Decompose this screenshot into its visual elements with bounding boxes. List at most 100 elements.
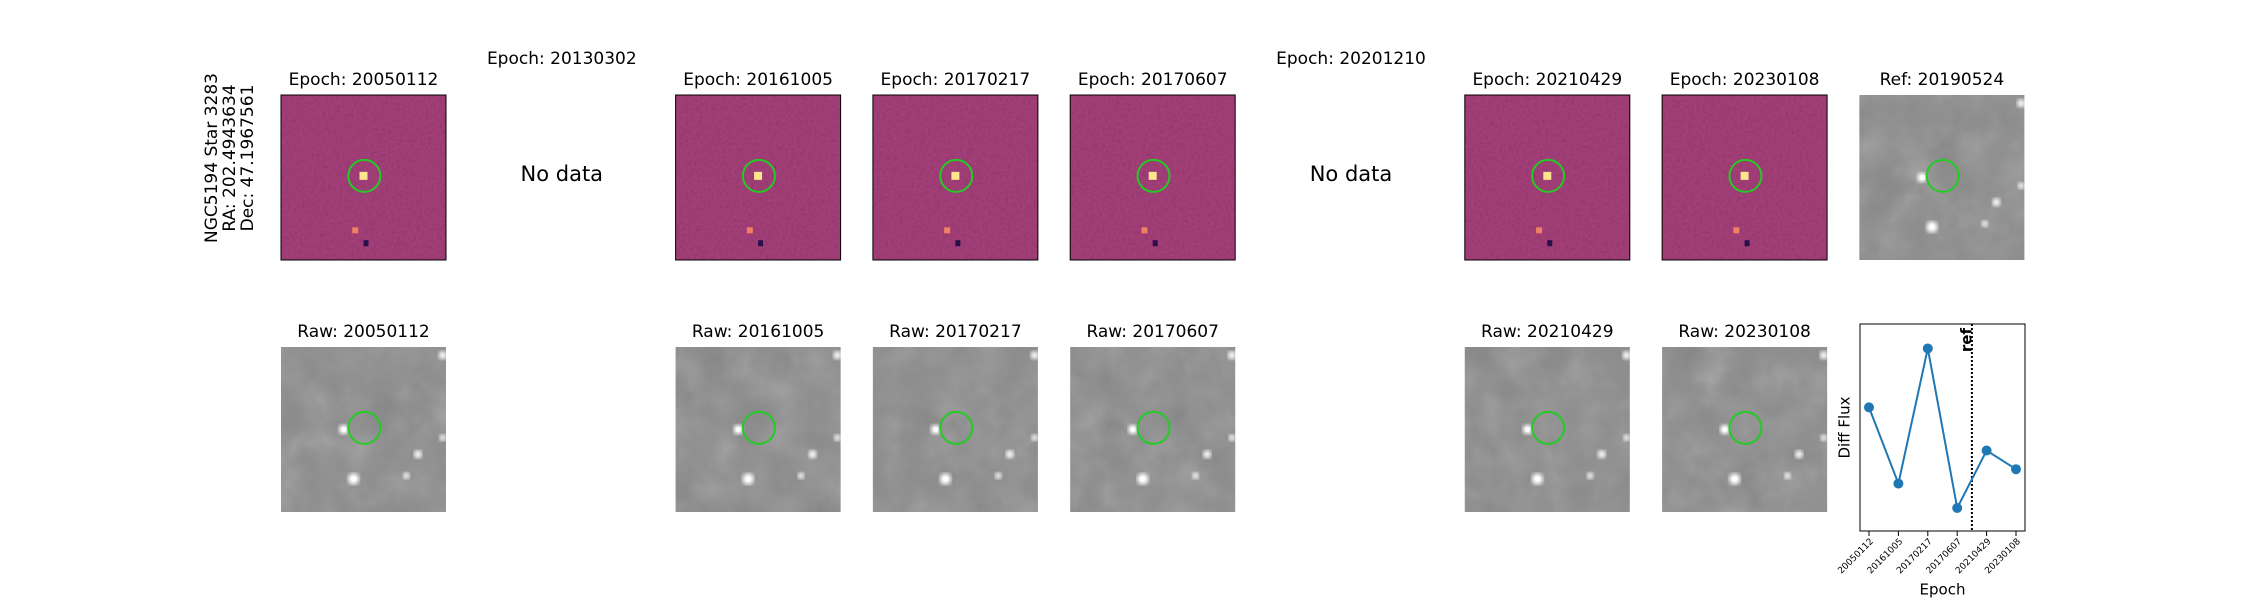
image-frame [872,94,1039,261]
image-noise [1070,347,1236,512]
image-star-core [933,427,939,432]
point [1893,478,1904,489]
image-star [833,351,842,360]
image-star [1227,351,1236,360]
image-star [1795,450,1804,459]
panel-title: Raw: 20230108 [1678,322,1811,342]
panel-title: Epoch: 20170607 [1078,70,1228,90]
image-hotspot [754,171,763,180]
image-noise [1859,95,2025,260]
x-axis-label: Epoch [1920,581,1966,599]
image-star-core [1929,224,1935,230]
row-label-line: RA: 202.4943634 [220,84,240,231]
panel-title: Ref: 20190524 [1880,70,2005,90]
point [1981,445,1992,456]
image-hotspot [951,171,960,180]
image-hotspot [352,227,359,234]
image-star-core [735,427,741,432]
no-data: No data [1310,162,1393,186]
image-star [413,450,422,459]
image-star-core [1732,476,1738,482]
image-hotspot [1536,227,1543,234]
image-star [1587,472,1594,479]
panel-title: Epoch: 20230108 [1670,70,1820,90]
image-darkspot [1744,240,1750,247]
image-star [1005,450,1014,459]
image-star [1031,434,1038,441]
image-star [995,472,1002,479]
image-star [1622,351,1631,360]
aperture [741,158,776,193]
row-label: NGC5194 Star 3283RA: 202.4943634Dec: 47.… [202,73,258,243]
diff-image [1464,94,1631,261]
image-darkspot [1152,240,1158,247]
image-hotspot [1148,171,1157,180]
diff-image [280,94,447,261]
aperture [741,410,776,445]
diff-image [872,94,1039,261]
row-label-line: Dec: 47.1967561 [238,85,258,232]
panel-title: Epoch: 20130302 [487,49,637,69]
aperture [1136,410,1171,445]
image-hotspot [944,227,951,234]
aperture [1136,158,1171,193]
image-hotspot [1543,171,1552,180]
image-frame [1069,94,1236,261]
image-star [1820,434,1828,441]
y-axis-label: Diff Flux [1836,396,1854,458]
raw-image [1464,347,1631,512]
image-star-core [351,476,357,482]
image-hotspot [1733,227,1740,234]
image-star [2017,99,2026,108]
image-star [1030,351,1039,360]
image-noise [1662,347,1828,512]
raw-image [1662,347,1828,512]
image-darkspot [758,240,764,247]
image-star-core [1722,427,1728,432]
image-hotspot [359,171,368,180]
aperture [1531,158,1566,193]
image-star [438,351,447,360]
image-hotspot [1141,227,1148,234]
point [1864,402,1874,413]
image-star [403,472,410,479]
image-frame [675,94,842,261]
image-star [1192,472,1199,479]
image-star [1784,472,1791,479]
image-hotspot [1740,171,1749,180]
panel-title: Raw: 20161005 [692,322,825,342]
image-frame [1464,94,1631,261]
image-star-core [1525,427,1530,432]
image-star [1623,434,1630,441]
image-darkspot [363,240,369,247]
raw-image [281,347,447,512]
image-star-core [1130,427,1136,432]
diff-image [1661,94,1828,261]
aperture [1728,410,1763,445]
image-frame [1661,94,1828,261]
ref-label: ref [1957,328,1975,353]
aperture [939,158,974,193]
point [1952,503,1963,513]
raw-image [1070,347,1236,512]
panel-title: Epoch: 20210429 [1472,70,1622,90]
panel-title: Epoch: 20201210 [1276,49,1426,69]
panel-title: Raw: 20050112 [297,322,430,342]
image-star [808,450,817,459]
point [1922,343,1933,354]
image-frame [280,94,447,261]
panel-title: Epoch: 20161005 [683,70,833,90]
diff-image [675,94,842,261]
image-star-core [341,427,347,432]
image-star [1203,450,1212,459]
image-noise [1464,347,1630,512]
no-data: No data [521,162,604,186]
panel-title: Epoch: 20050112 [289,70,439,90]
aperture [347,158,382,193]
aperture [1728,158,1763,193]
panel-title: Raw: 20170607 [1086,322,1219,342]
image-star [1597,450,1606,459]
panel-title: Raw: 20210429 [1481,322,1614,342]
aperture [1531,410,1566,445]
